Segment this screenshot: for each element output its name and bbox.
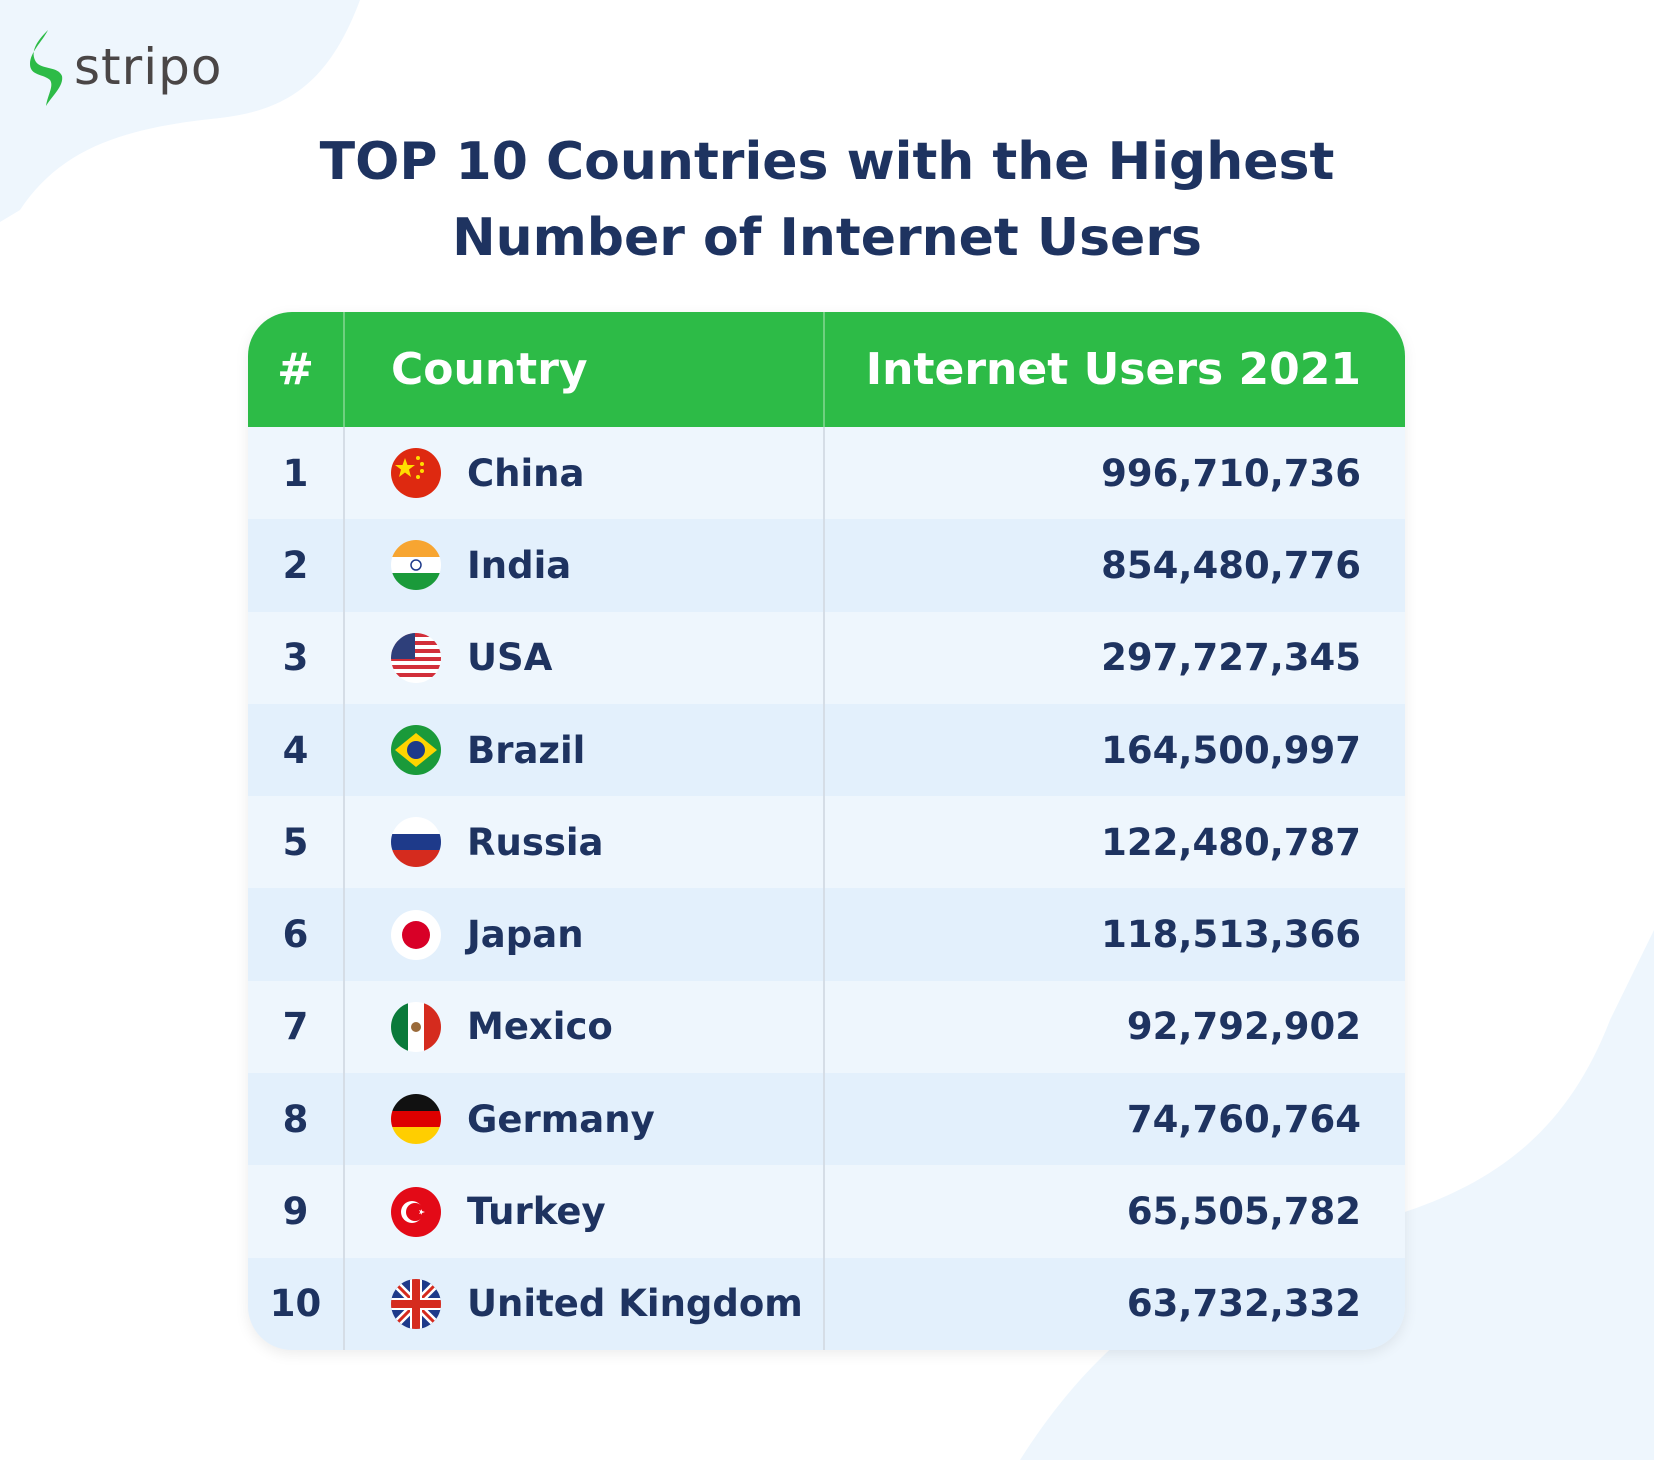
country-name: China xyxy=(467,451,585,495)
stripo-logo-text: stripo xyxy=(74,38,223,96)
stripo-logo: stripo xyxy=(28,28,222,106)
country-cell: USA xyxy=(345,611,825,704)
internet-users-table: # Country Internet Users 2021 1 China 99… xyxy=(248,312,1405,1350)
country-cell: United Kingdom xyxy=(345,1257,825,1350)
users-cell: 297,727,345 xyxy=(1101,636,1361,680)
country-name: United Kingdom xyxy=(467,1282,803,1326)
title-line-1: TOP 10 Countries with the Highest xyxy=(319,132,1335,192)
rank-cell: 6 xyxy=(248,888,345,981)
germany-flag-icon xyxy=(391,1094,441,1145)
uk-flag-icon xyxy=(391,1278,441,1329)
users-cell: 63,732,332 xyxy=(1126,1282,1361,1326)
country-name: Brazil xyxy=(467,728,586,772)
rank-cell: 7 xyxy=(248,980,345,1074)
country-cell: India xyxy=(345,519,825,612)
title-line-2: Number of Internet Users xyxy=(452,208,1202,268)
rank-cell: 2 xyxy=(248,519,345,612)
brazil-flag-icon xyxy=(391,725,441,776)
table-row: 1 China 996,710,736 xyxy=(248,427,1405,520)
rank-cell: 4 xyxy=(248,703,345,797)
table-row: 3 USA 297,727,345 xyxy=(248,611,1405,704)
country-cell: Germany xyxy=(345,1073,825,1166)
table-row: 9 Turkey 65,505,782 xyxy=(248,1165,1405,1258)
table-row: 10 United Kingdom 63,732,332 xyxy=(248,1257,1405,1350)
country-name: Mexico xyxy=(467,1005,613,1049)
table-row: 8 Germany 74,760,764 xyxy=(248,1073,1405,1166)
users-cell: 122,480,787 xyxy=(1101,820,1361,864)
rank-cell: 10 xyxy=(248,1257,345,1350)
country-name: Japan xyxy=(467,913,584,957)
users-cell: 118,513,366 xyxy=(1101,913,1361,957)
country-name: USA xyxy=(467,636,553,680)
rank-cell: 8 xyxy=(248,1073,345,1166)
table-body: 1 China 996,710,736 2 India 854,480,776 3 … xyxy=(248,427,1405,1350)
turkey-flag-icon xyxy=(391,1186,441,1237)
stripo-logo-icon xyxy=(30,30,63,106)
header-country: Country xyxy=(345,312,825,427)
page-title: TOP 10 Countries with the Highest Number… xyxy=(0,124,1654,276)
country-name: Germany xyxy=(467,1097,655,1141)
country-cell: China xyxy=(345,427,825,520)
mexico-flag-icon xyxy=(391,1001,441,1052)
users-cell: 74,760,764 xyxy=(1126,1097,1361,1141)
users-cell: 996,710,736 xyxy=(1101,451,1361,495)
table-row: 6 Japan 118,513,366 xyxy=(248,888,1405,981)
users-cell: 92,792,902 xyxy=(1126,1005,1361,1049)
india-flag-icon xyxy=(391,540,441,591)
china-flag-icon xyxy=(391,448,441,499)
background-blob-top-left xyxy=(0,0,360,222)
rank-cell: 9 xyxy=(248,1165,345,1258)
country-name: Russia xyxy=(467,820,604,864)
country-cell: Turkey xyxy=(345,1165,825,1258)
russia-flag-icon xyxy=(391,817,441,868)
rank-cell: 5 xyxy=(248,796,345,889)
usa-flag-icon xyxy=(391,632,441,683)
table-row: 5 Russia 122,480,787 xyxy=(248,796,1405,889)
country-cell: Russia xyxy=(345,796,825,889)
country-name: Turkey xyxy=(467,1190,606,1234)
country-cell: Brazil xyxy=(345,703,825,797)
country-cell: Japan xyxy=(345,888,825,981)
table-header: # Country Internet Users 2021 xyxy=(248,312,1405,427)
table-row: 7 Mexico 92,792,902 xyxy=(248,980,1405,1074)
users-cell: 854,480,776 xyxy=(1101,543,1361,587)
table-row: 2 India 854,480,776 xyxy=(248,519,1405,612)
japan-flag-icon xyxy=(391,909,441,960)
table-row: 4 Brazil 164,500,997 xyxy=(248,703,1405,797)
rank-cell: 1 xyxy=(248,427,345,520)
country-name: India xyxy=(467,543,572,587)
rank-cell: 3 xyxy=(248,611,345,704)
users-cell: 65,505,782 xyxy=(1126,1190,1361,1234)
header-users: Internet Users 2021 xyxy=(865,344,1361,395)
country-cell: Mexico xyxy=(345,980,825,1074)
users-cell: 164,500,997 xyxy=(1101,728,1361,772)
header-rank: # xyxy=(248,312,345,427)
